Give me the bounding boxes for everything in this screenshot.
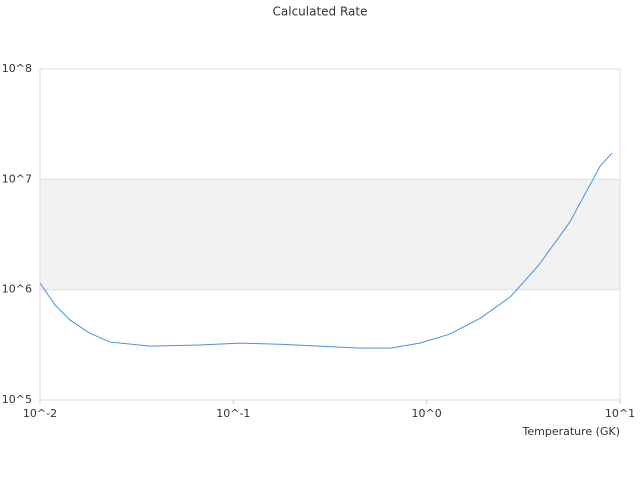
x-axis-title: Temperature (GK) — [522, 425, 621, 438]
x-tick-label: 10^-2 — [23, 407, 57, 420]
x-tick-label: 10^0 — [412, 407, 442, 420]
x-tick-label: 10^1 — [605, 407, 635, 420]
y-tick-label: 10^5 — [2, 393, 32, 406]
chart-title: Calculated Rate — [273, 5, 368, 19]
x-tick-label: 10^-1 — [216, 407, 250, 420]
line — [39, 152, 613, 349]
y-tick-label: 10^8 — [2, 62, 32, 75]
y-tick-label: 10^7 — [2, 172, 32, 185]
y-tick-label: 10^6 — [2, 283, 32, 296]
plot-band — [40, 179, 620, 290]
plot-border — [39, 68, 621, 401]
